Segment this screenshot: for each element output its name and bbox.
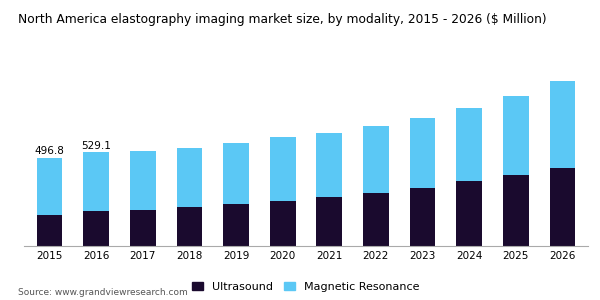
Bar <box>550 168 575 246</box>
Bar <box>176 207 202 246</box>
Bar <box>37 158 62 215</box>
Bar <box>457 181 482 246</box>
Bar <box>410 188 436 246</box>
Bar <box>83 212 109 246</box>
Bar <box>270 137 296 201</box>
Bar <box>363 193 389 246</box>
Text: 496.8: 496.8 <box>35 146 65 156</box>
Legend: Ultrasound, Magnetic Resonance: Ultrasound, Magnetic Resonance <box>188 277 424 296</box>
Bar <box>457 108 482 181</box>
Bar <box>316 133 342 197</box>
Bar <box>316 197 342 246</box>
Bar <box>550 81 575 168</box>
Bar <box>130 210 155 246</box>
Bar <box>37 215 62 246</box>
Bar <box>83 152 109 212</box>
Bar <box>176 148 202 207</box>
Text: 529.1: 529.1 <box>82 140 111 151</box>
Bar <box>270 201 296 246</box>
Text: North America elastography imaging market size, by modality, 2015 - 2026 ($ Mill: North America elastography imaging marke… <box>18 14 547 26</box>
Bar <box>503 96 529 175</box>
Bar <box>223 204 249 246</box>
Bar <box>410 118 436 188</box>
Text: Source: www.grandviewresearch.com: Source: www.grandviewresearch.com <box>18 288 188 297</box>
Bar <box>503 175 529 246</box>
Bar <box>223 143 249 204</box>
Bar <box>363 126 389 193</box>
Bar <box>130 151 155 210</box>
